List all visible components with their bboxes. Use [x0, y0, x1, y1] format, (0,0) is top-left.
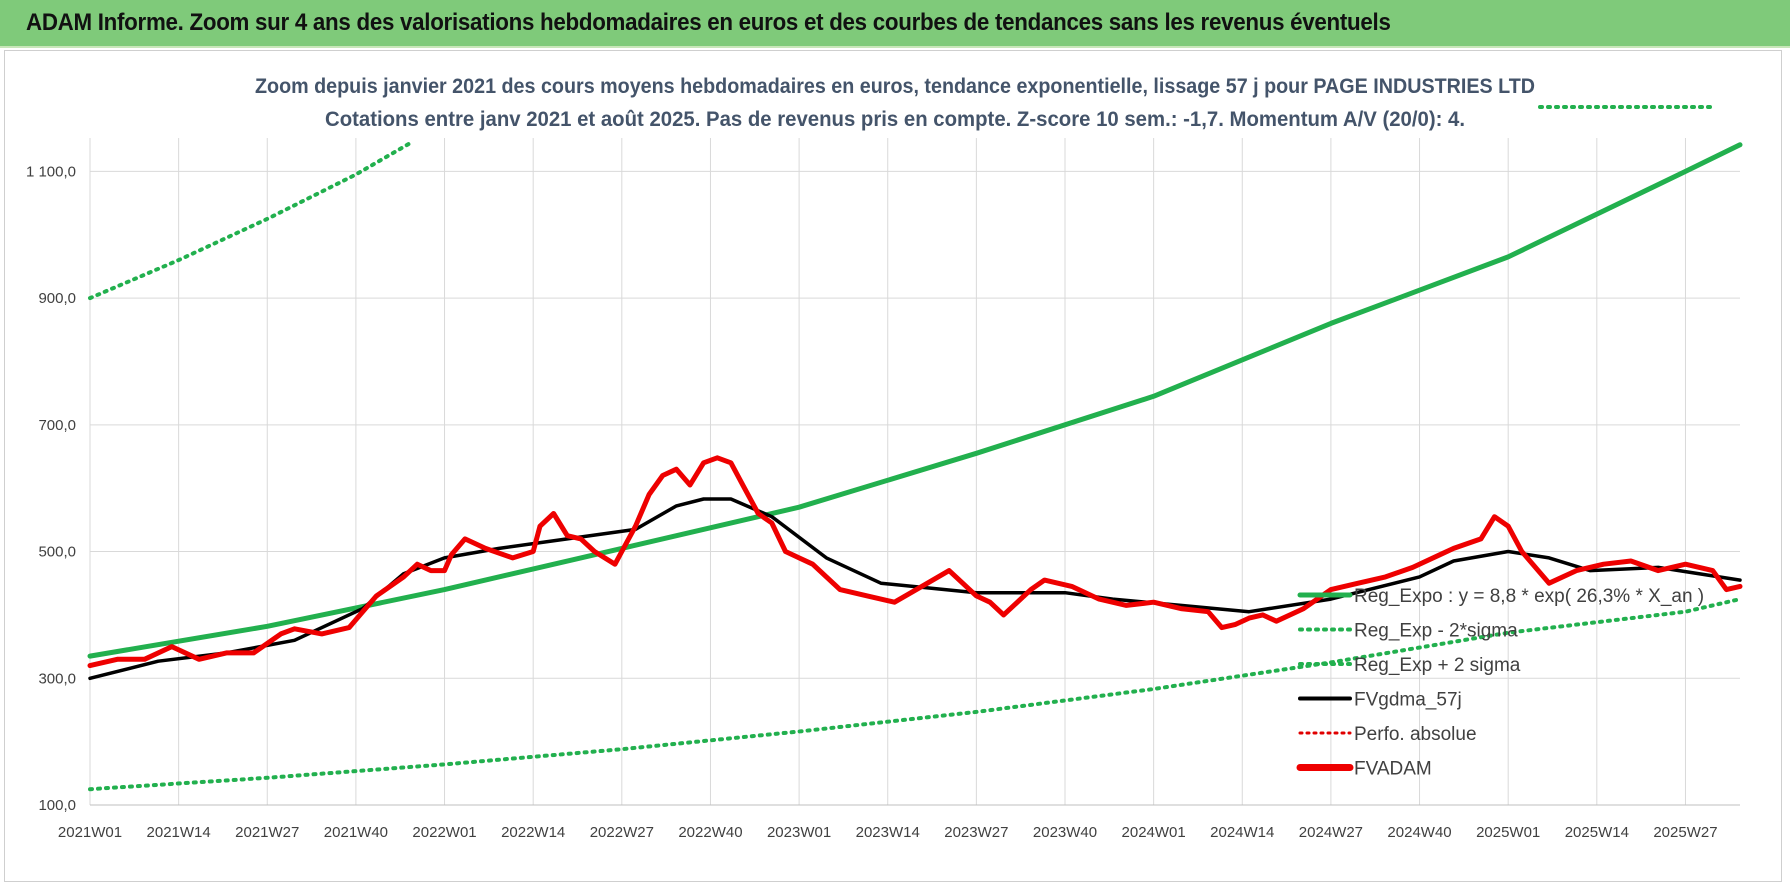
- x-tick-label: 2025W01: [1476, 824, 1540, 841]
- x-tick-label: 2025W27: [1653, 824, 1717, 841]
- title-banner: ADAM Informe. Zoom sur 4 ans des valoris…: [0, 0, 1790, 48]
- x-tick-label: 2024W40: [1387, 824, 1451, 841]
- y-axis: 100,0 300,0 500,0 700,0 900,0 1 100,0: [26, 163, 76, 814]
- plot-area: [87, 105, 1743, 792]
- x-tick-label: 2021W14: [147, 824, 211, 841]
- x-axis: 2021W01 2021W14 2021W27 2021W40 2022W01 2022W…: [58, 824, 1718, 841]
- legend-label: Reg_Exp + 2 sigma: [1354, 655, 1521, 676]
- x-tick-label: 2024W01: [1122, 824, 1186, 841]
- x-tick-label: 2021W27: [235, 824, 299, 841]
- y-tick-label: 1 100,0: [26, 163, 76, 180]
- x-tick-label: 2023W01: [767, 824, 831, 841]
- x-tick-label: 2022W27: [590, 824, 654, 841]
- y-tick-label: 500,0: [38, 544, 76, 561]
- chart-frame: [4, 50, 1782, 882]
- y-tick-label: 900,0: [38, 290, 76, 307]
- subtitle-line: Cotations entre janv 2021 et août 2025. …: [325, 108, 1465, 131]
- x-tick-label: 2025W14: [1565, 824, 1629, 841]
- fvadam-line: [87, 455, 1743, 669]
- x-tick-label: 2023W40: [1033, 824, 1097, 841]
- x-tick-label: 2022W01: [412, 824, 476, 841]
- x-tick-label: 2023W14: [856, 824, 920, 841]
- subtitle-line: Zoom depuis janvier 2021 des cours moyen…: [255, 75, 1535, 98]
- legend-label: FVADAM: [1354, 759, 1432, 780]
- legend: Reg_Expo : y = 8,8 * exp( 26,3% * X_an )…: [1296, 586, 1704, 780]
- y-tick-label: 100,0: [38, 797, 76, 814]
- x-tick-label: 2021W40: [324, 824, 388, 841]
- reg-expo-line: [87, 142, 1743, 659]
- legend-label: Reg_Exp - 2*sigma: [1354, 621, 1518, 642]
- x-tick-label: 2024W14: [1210, 824, 1274, 841]
- chart-subtitle: Zoom depuis janvier 2021 des cours moyen…: [255, 75, 1535, 131]
- reg-exp-plus-2sigma-line: [88, 140, 413, 301]
- gridlines: [89, 138, 1740, 806]
- reg-exp-minus-2sigma-line: [88, 597, 1742, 792]
- x-tick-label: 2023W27: [944, 824, 1008, 841]
- x-tick-label: 2021W01: [58, 824, 122, 841]
- y-tick-label: 700,0: [38, 417, 76, 434]
- y-tick-label: 300,0: [38, 670, 76, 687]
- x-tick-label: 2022W14: [501, 824, 565, 841]
- x-tick-label: 2022W40: [678, 824, 742, 841]
- page-title: ADAM Informe. Zoom sur 4 ans des valoris…: [26, 9, 1391, 36]
- x-tick-label: 2024W27: [1299, 824, 1363, 841]
- legend-label: FVgdma_57j: [1354, 690, 1462, 711]
- legend-label: Reg_Expo : y = 8,8 * exp( 26,3% * X_an ): [1354, 586, 1704, 607]
- legend-label: Perfo. absolue: [1354, 724, 1477, 745]
